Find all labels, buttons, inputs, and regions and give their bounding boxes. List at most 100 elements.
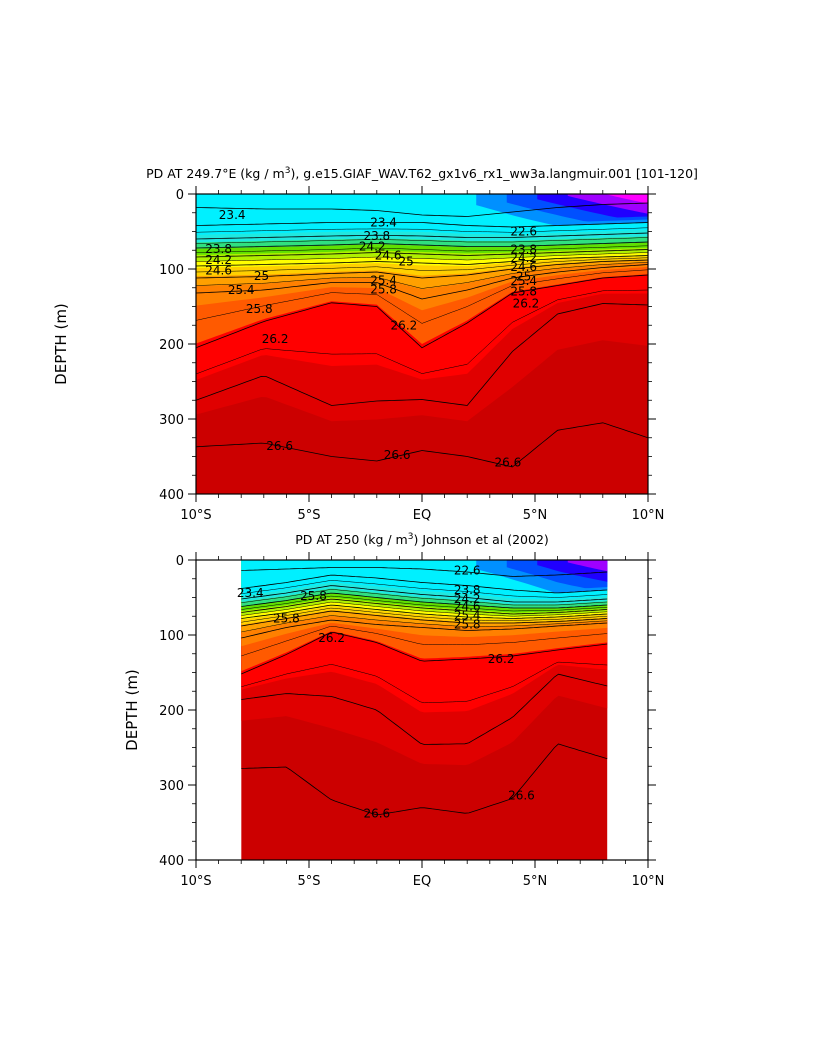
contour-lines (241, 567, 608, 815)
x-tick-label: 5°S (297, 508, 320, 523)
x-tick-label: 10°N (632, 874, 665, 889)
density-field (196, 194, 648, 494)
contour-label: 25.8 (370, 282, 397, 296)
y-tick-label: 400 (159, 854, 184, 869)
contour-label: 26.2 (488, 652, 515, 666)
contour-line (196, 259, 648, 279)
contour-label: 25.8 (510, 285, 537, 299)
contour-label: 25.4 (370, 273, 397, 287)
top-section-plot: 23.423.422.623.823.823.824.224.224.224.6… (52, 166, 698, 523)
contour-line (196, 269, 648, 324)
contour-label: 24.6 (375, 249, 402, 263)
contour-label: 23.4 (370, 216, 397, 230)
contour-line (241, 626, 608, 657)
contour-line (241, 632, 608, 675)
contour-line (241, 661, 608, 704)
contour-label: 24.2 (510, 251, 537, 265)
contour-line (241, 574, 608, 594)
contour-label: 25 (254, 269, 269, 283)
contour-label: 25.8 (273, 612, 300, 626)
contour-label: 25.4 (510, 274, 537, 288)
contour-line (241, 585, 608, 603)
contour-line (196, 255, 648, 267)
fresh-water-band (567, 560, 608, 572)
y-tick-label: 200 (159, 338, 184, 353)
contour-label: 26.2 (318, 631, 345, 645)
x-tick-label: EQ (413, 874, 431, 889)
contour-line (196, 237, 648, 244)
contour-line (196, 249, 648, 258)
contour-line (196, 274, 648, 349)
contour-label: 23.8 (205, 242, 232, 256)
contour-line (196, 232, 648, 240)
contour-line (196, 289, 648, 375)
fresh-water-band (598, 194, 648, 204)
bottom-section-plot: 23.425.825.822.623.824.224.625.425.826.2… (123, 532, 664, 889)
title-main: PD AT 250 (kg / m (295, 532, 408, 547)
y-tick-label: 200 (159, 704, 184, 719)
contour-line (241, 607, 608, 623)
contour-line (196, 257, 648, 273)
y-tick-label: 100 (159, 263, 184, 278)
y-tick-label: 100 (159, 629, 184, 644)
contour-label: 24.2 (359, 240, 386, 254)
contour-line (196, 262, 648, 289)
title-tail: ), g.e15.GIAF_WAV.T62_gx1v6_rx1_ww3a.lan… (290, 166, 697, 181)
contour-line (241, 589, 608, 606)
y-tick-label: 0 (176, 188, 184, 203)
y-tick-label: 400 (159, 488, 184, 503)
contour-line (196, 252, 648, 262)
contour-label: 25.8 (246, 302, 273, 316)
contour-line (196, 202, 648, 217)
chart-title: PD AT 249.7°E (kg / m3), g.e15.GIAF_WAV.… (146, 166, 698, 181)
x-tick-label: 10°S (180, 508, 211, 523)
contour-label: 24.2 (205, 253, 232, 267)
contour-label: 25.8 (454, 618, 481, 632)
contour-line (241, 743, 608, 815)
contour-lines (196, 202, 648, 468)
contour-label: 26.2 (513, 297, 540, 311)
y-axis-label: DEPTH (m) (123, 669, 141, 751)
y-tick-label: 300 (159, 413, 184, 428)
contour-line (241, 610, 608, 627)
contour-line (196, 241, 648, 249)
contour-label: 23.8 (454, 583, 481, 597)
contour-label: 26.6 (384, 448, 411, 462)
x-tick-label: EQ (413, 508, 431, 523)
title-main: PD AT 249.7°E (kg / m (146, 166, 285, 181)
contour-label: 25 (516, 270, 531, 284)
x-tick-label: 5°N (523, 508, 548, 523)
contour-label: 26.2 (262, 332, 289, 346)
contour-line (196, 303, 648, 406)
contour-label: 25.4 (228, 283, 255, 297)
contour-label: 24.2 (454, 592, 481, 606)
title-superscript: 3 (408, 532, 414, 542)
contour-label: 26.6 (266, 439, 293, 453)
title-tail: ) Johnson et al (2002) (413, 532, 548, 547)
contour-line (196, 264, 648, 300)
contour-line (241, 615, 608, 633)
x-tick-label: 10°S (180, 874, 211, 889)
contour-line (241, 604, 608, 619)
contour-label: 24.6 (205, 264, 232, 278)
contour-line (196, 222, 648, 228)
contour-label: 26.2 (391, 318, 418, 332)
contour-label: 25.8 (300, 589, 327, 603)
contour-line (196, 245, 648, 253)
contour-line (241, 598, 608, 615)
x-tick-label: 5°S (297, 874, 320, 889)
contour-label: 26.6 (508, 789, 535, 803)
contour-line (241, 595, 608, 612)
contour-line (196, 227, 648, 233)
contour-line (196, 422, 648, 468)
contour-line (241, 619, 608, 639)
contour-line (241, 592, 608, 609)
contour-line (241, 567, 608, 577)
contour-label: 23.4 (219, 208, 246, 222)
contour-label: 25 (399, 255, 414, 269)
contour-label: 26.6 (495, 456, 522, 470)
density-field (241, 560, 608, 860)
y-axis-label: DEPTH (m) (52, 303, 70, 385)
y-tick-label: 0 (176, 554, 184, 569)
